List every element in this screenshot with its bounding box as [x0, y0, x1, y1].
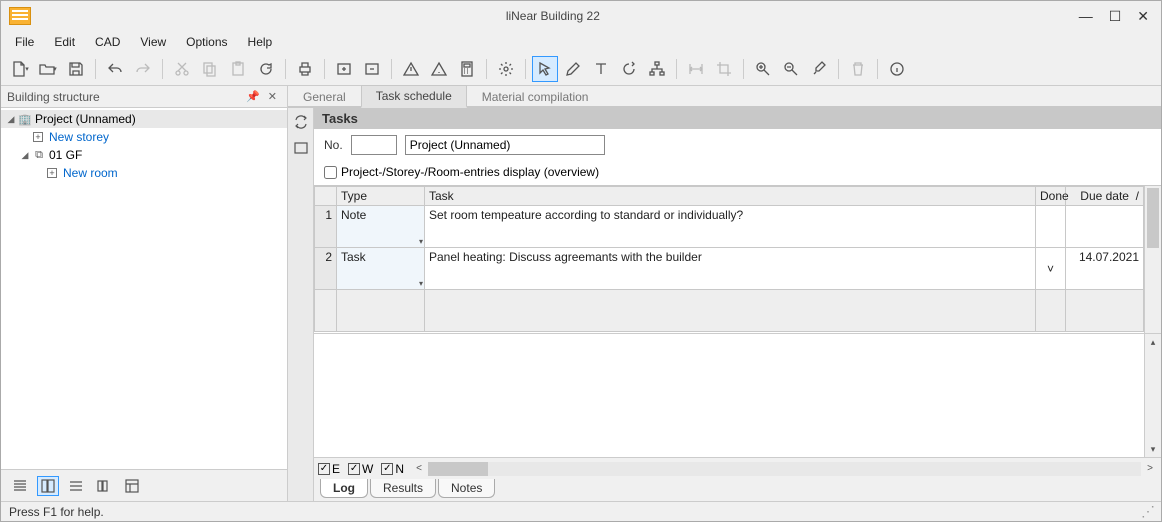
tree-new-room[interactable]: + New room	[1, 164, 287, 182]
view-cols-icon[interactable]	[93, 476, 115, 496]
resize-grip[interactable]: ⋰	[1141, 503, 1153, 520]
zoom-out-icon[interactable]	[778, 56, 804, 82]
tasks-heading: Tasks	[314, 108, 1161, 129]
project-tree[interactable]: ◢🏢 Project (Unnamed) + New storey ◢⧉ 01 …	[1, 108, 287, 469]
detail-pane: ▴▾	[314, 333, 1161, 457]
close-button[interactable]: ✕	[1137, 8, 1149, 25]
sync-icon[interactable]	[291, 112, 311, 132]
overview-label: Project-/Storey-/Room-entries display (o…	[341, 165, 599, 179]
view-detail-icon[interactable]	[37, 476, 59, 496]
undo-icon[interactable]	[102, 56, 128, 82]
chk-n[interactable]: ✓	[381, 463, 393, 475]
task-row-empty[interactable]	[315, 290, 1144, 332]
no-input[interactable]	[351, 135, 397, 155]
hscroll-right[interactable]: >	[1143, 463, 1157, 474]
calculator-icon[interactable]	[454, 56, 480, 82]
insert-left-icon[interactable]	[331, 56, 357, 82]
tree-icon[interactable]	[644, 56, 670, 82]
paste-icon[interactable]	[225, 56, 251, 82]
rotate-icon[interactable]	[616, 56, 642, 82]
select-icon[interactable]	[532, 56, 558, 82]
chk-e[interactable]: ✓	[318, 463, 330, 475]
menu-cad[interactable]: CAD	[87, 33, 128, 51]
print-icon[interactable]	[292, 56, 318, 82]
copy-icon[interactable]	[197, 56, 223, 82]
edit-icon[interactable]	[560, 56, 586, 82]
insert-right-icon[interactable]	[359, 56, 385, 82]
crop-icon[interactable]	[711, 56, 737, 82]
menu-bar: File Edit CAD View Options Help	[1, 31, 1161, 53]
detail-scrollbar[interactable]: ▴▾	[1144, 334, 1161, 457]
view-form-icon[interactable]	[121, 476, 143, 496]
view-grid-icon[interactable]	[65, 476, 87, 496]
side-toolbar	[288, 108, 314, 501]
overview-checkbox[interactable]	[324, 166, 337, 179]
save-icon[interactable]	[63, 56, 89, 82]
grid-scrollbar[interactable]	[1144, 186, 1161, 333]
col-type[interactable]: Type	[337, 187, 425, 206]
col-done[interactable]: Done	[1036, 187, 1066, 206]
tasks-table: Type Task Done Due date / 1 Note▾ Set ro…	[314, 186, 1144, 332]
panel-icon[interactable]	[291, 138, 311, 158]
project-input[interactable]	[405, 135, 605, 155]
title-bar: liNear Building 22 — ☐ ✕	[1, 1, 1161, 31]
main-tabs: General Task schedule Material compilati…	[288, 86, 1161, 108]
panel-title: Building structure	[7, 90, 242, 104]
chk-w[interactable]: ✓	[348, 463, 360, 475]
zoom-in-icon[interactable]	[750, 56, 776, 82]
minimize-button[interactable]: —	[1079, 8, 1093, 25]
text-icon[interactable]	[588, 56, 614, 82]
status-text: Press F1 for help.	[9, 505, 104, 519]
menu-file[interactable]: File	[7, 33, 42, 51]
open-file-icon[interactable]: ▾	[35, 56, 61, 82]
col-due[interactable]: Due date /	[1066, 187, 1144, 206]
task-row[interactable]: 1 Note▾ Set room tempeature according to…	[315, 206, 1144, 248]
pin-icon[interactable]: 📌	[242, 90, 264, 103]
delete-icon[interactable]	[845, 56, 871, 82]
new-file-icon[interactable]: ▾	[7, 56, 33, 82]
tree-project[interactable]: ◢🏢 Project (Unnamed)	[1, 110, 287, 128]
filter-strip: ✓E ✓W ✓N < >	[314, 457, 1161, 479]
hscroll-track[interactable]	[428, 462, 1141, 476]
tab-results[interactable]: Results	[370, 479, 436, 498]
close-panel-icon[interactable]: ✕	[264, 90, 281, 103]
tab-task-schedule[interactable]: Task schedule	[361, 85, 467, 108]
no-label: No.	[324, 138, 343, 152]
tab-log[interactable]: Log	[320, 479, 368, 498]
settings-icon[interactable]	[493, 56, 519, 82]
col-num[interactable]	[315, 187, 337, 206]
tab-general[interactable]: General	[288, 86, 361, 108]
view-switcher	[1, 469, 287, 501]
col-task[interactable]: Task	[425, 187, 1036, 206]
tab-material[interactable]: Material compilation	[467, 86, 604, 108]
hdist-icon[interactable]	[683, 56, 709, 82]
info-icon[interactable]	[884, 56, 910, 82]
menu-options[interactable]: Options	[178, 33, 235, 51]
output-tabs: Log Results Notes	[314, 479, 1161, 501]
menu-help[interactable]: Help	[240, 33, 281, 51]
hscroll-left[interactable]: <	[412, 463, 426, 474]
menu-view[interactable]: View	[132, 33, 174, 51]
status-bar: Press F1 for help. ⋰	[1, 501, 1161, 521]
app-icon	[9, 7, 31, 25]
tab-notes[interactable]: Notes	[438, 479, 495, 498]
eyedropper-icon[interactable]	[806, 56, 832, 82]
maximize-button[interactable]: ☐	[1109, 8, 1122, 25]
tree-new-storey[interactable]: + New storey	[1, 128, 287, 146]
warning2-icon[interactable]	[426, 56, 452, 82]
tree-gf[interactable]: ◢⧉ 01 GF	[1, 146, 287, 164]
task-row[interactable]: 2 Task▾ Panel heating: Discuss agreemant…	[315, 248, 1144, 290]
warning-icon[interactable]	[398, 56, 424, 82]
menu-edit[interactable]: Edit	[46, 33, 83, 51]
main-toolbar: ▾ ▾	[1, 53, 1161, 86]
window-title: liNear Building 22	[37, 9, 1069, 23]
redo-icon[interactable]	[130, 56, 156, 82]
refresh-icon[interactable]	[253, 56, 279, 82]
building-structure-panel: Building structure 📌 ✕ ◢🏢 Project (Unnam…	[1, 86, 288, 501]
cut-icon[interactable]	[169, 56, 195, 82]
view-list-icon[interactable]	[9, 476, 31, 496]
